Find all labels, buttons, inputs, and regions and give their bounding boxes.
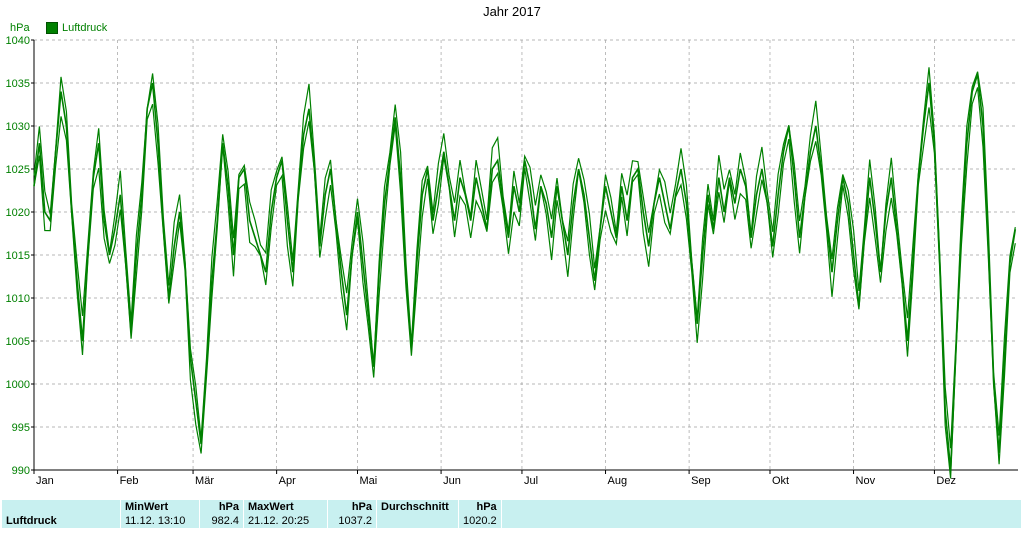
svg-text:Aug: Aug — [608, 475, 628, 487]
svg-text:Feb: Feb — [120, 475, 139, 487]
row-spacer — [501, 514, 1021, 528]
svg-text:Mai: Mai — [360, 475, 378, 487]
svg-text:1030: 1030 — [6, 121, 30, 133]
svg-text:Apr: Apr — [279, 475, 296, 487]
col-empty — [2, 500, 121, 514]
avg-value: 1020.2 — [459, 514, 502, 528]
svg-text:1005: 1005 — [6, 336, 30, 348]
svg-text:1025: 1025 — [6, 164, 30, 176]
svg-text:Dez: Dez — [936, 475, 956, 487]
svg-text:995: 995 — [12, 422, 30, 434]
svg-text:Jun: Jun — [443, 475, 461, 487]
svg-text:Mär: Mär — [195, 475, 214, 487]
row-label: Luftdruck — [2, 514, 121, 528]
max-value: 1037.2 — [328, 514, 377, 528]
max-time: 21.12. 20:25 — [244, 514, 328, 528]
col-avg-header: Durchschnitt — [377, 500, 459, 514]
svg-text:Sep: Sep — [691, 475, 711, 487]
svg-text:1010: 1010 — [6, 293, 30, 305]
svg-text:1040: 1040 — [6, 35, 30, 47]
stats-table: MinWert hPa MaxWert hPa Durchschnitt hPa… — [2, 500, 1022, 528]
svg-text:Jan: Jan — [36, 475, 54, 487]
avg-spacer — [377, 514, 459, 528]
col-min-header: MinWert — [121, 500, 200, 514]
svg-text:Okt: Okt — [772, 475, 789, 487]
svg-text:1035: 1035 — [6, 78, 30, 90]
svg-text:Jul: Jul — [524, 475, 538, 487]
col-avg-unit: hPa — [459, 500, 502, 514]
svg-text:1015: 1015 — [6, 250, 30, 262]
chart-container: Jahr 2017 hPa Luftdruck 9909951000100510… — [0, 0, 1024, 500]
plot-svg: 990 995 1000 1005 1010 1015 1020 1025 1030 1035 10… — [0, 0, 1024, 500]
min-value: 982.4 — [200, 514, 244, 528]
svg-text:1020: 1020 — [6, 207, 30, 219]
svg-text:990: 990 — [12, 465, 30, 477]
table-header-row: MinWert hPa MaxWert hPa Durchschnitt hPa — [2, 500, 1022, 514]
col-max-unit: hPa — [328, 500, 377, 514]
svg-text:1000: 1000 — [6, 379, 30, 391]
svg-text:Nov: Nov — [856, 475, 876, 487]
min-time: 11.12. 13:10 — [121, 514, 200, 528]
col-max-header: MaxWert — [244, 500, 328, 514]
table-row: Luftdruck 11.12. 13:10 982.4 21.12. 20:2… — [2, 514, 1022, 528]
col-spacer — [501, 500, 1021, 514]
col-min-unit: hPa — [200, 500, 244, 514]
